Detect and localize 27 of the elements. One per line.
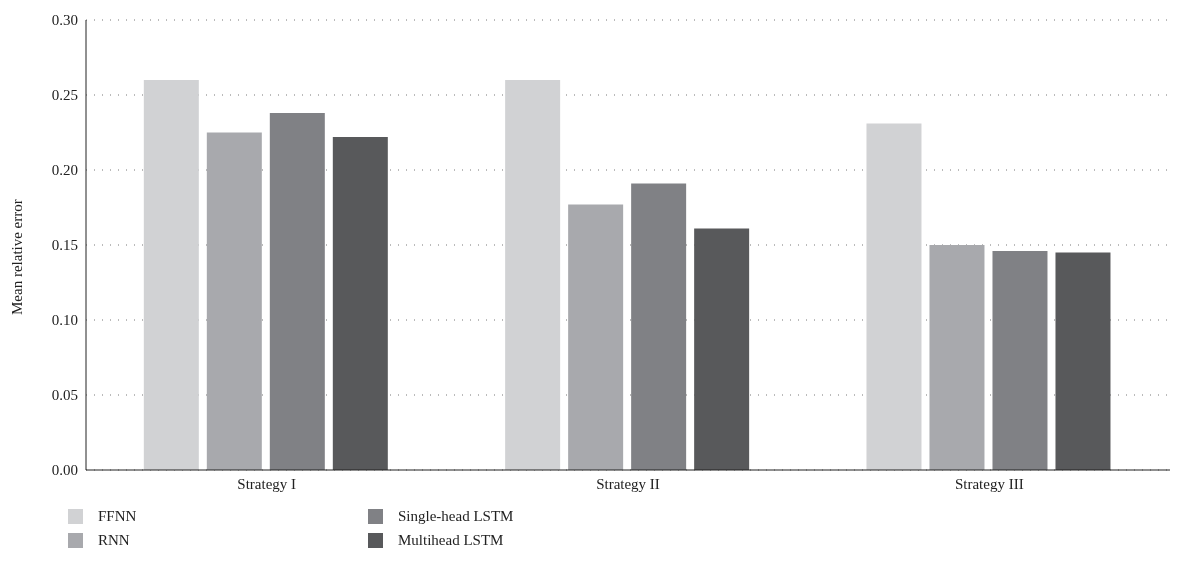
bar bbox=[866, 123, 922, 470]
bar bbox=[1055, 252, 1111, 470]
x-tick-label: Strategy III bbox=[954, 475, 1024, 492]
legend-label: Multihead LSTM bbox=[398, 531, 504, 549]
y-tick-label: 0.05 bbox=[51, 387, 78, 404]
bar bbox=[206, 132, 262, 470]
bar bbox=[568, 204, 624, 470]
y-tick-label: 0.30 bbox=[51, 12, 78, 29]
y-tick-label: 0.20 bbox=[51, 162, 78, 179]
bar bbox=[332, 137, 388, 470]
bar bbox=[929, 245, 985, 470]
y-axis-title: Mean relative error bbox=[9, 199, 26, 315]
bar bbox=[992, 251, 1048, 470]
x-tick-label: Strategy I bbox=[237, 475, 297, 492]
legend-label: FFNN bbox=[98, 507, 137, 525]
bar bbox=[143, 80, 199, 470]
y-tick-label: 0.00 bbox=[51, 462, 78, 479]
y-tick-label: 0.25 bbox=[51, 87, 78, 104]
y-tick-label: 0.15 bbox=[51, 237, 78, 254]
x-tick-label: Strategy II bbox=[596, 475, 660, 492]
bar bbox=[631, 183, 687, 470]
bar bbox=[505, 80, 561, 470]
bar bbox=[269, 113, 325, 470]
y-tick-label: 0.10 bbox=[51, 312, 78, 329]
legend-label: Single-head LSTM bbox=[398, 507, 514, 525]
legend-label: RNN bbox=[98, 531, 130, 549]
bar bbox=[694, 228, 750, 470]
